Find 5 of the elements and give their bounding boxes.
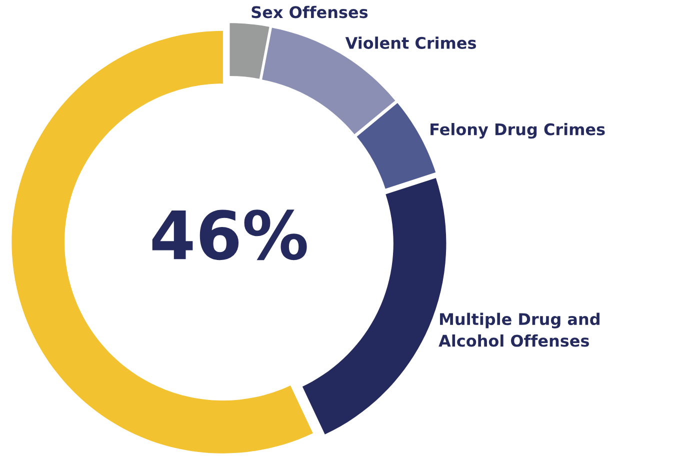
slice-label: Felony Drug Crimes xyxy=(430,123,605,139)
slice-label: Violent Crimes xyxy=(345,36,476,49)
text: 46% xyxy=(152,210,307,260)
slice-label: Multiple Drug and Alcohol Offenses xyxy=(438,312,600,347)
slice-label: Sex Offenses xyxy=(252,6,368,18)
